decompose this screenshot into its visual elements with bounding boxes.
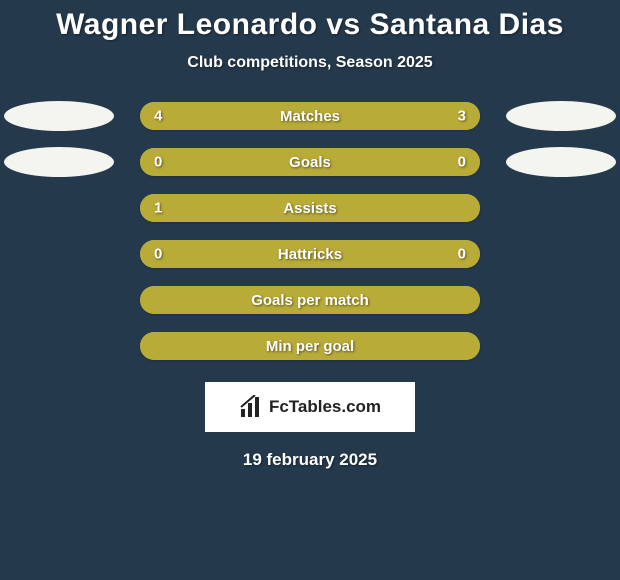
stat-bar-left-fill (140, 148, 310, 176)
player-right-ellipse (506, 101, 616, 131)
date-line: 19 february 2025 (243, 450, 377, 470)
stat-bar: 0 0 Goals (140, 148, 480, 176)
stat-value-left: 4 (154, 108, 162, 125)
stat-label: Goals (289, 154, 331, 171)
stat-row: 0 0 Goals (0, 148, 620, 176)
brand-text: FcTables.com (269, 397, 381, 417)
stat-row: 0 0 Hattricks (0, 240, 620, 268)
stat-label: Min per goal (266, 338, 354, 355)
stat-label: Goals per match (251, 292, 369, 309)
stats-area: 4 3 Matches 0 0 Goals 1 Assists 0 0 Hattricks Goals… (0, 102, 620, 360)
stat-bar-right-fill (310, 148, 480, 176)
player-right-ellipse (506, 147, 616, 177)
stat-value-left: 0 (154, 154, 162, 171)
stat-row: Min per goal (0, 332, 620, 360)
stat-bar: Min per goal (140, 332, 480, 360)
stat-row: 1 Assists (0, 194, 620, 222)
stat-label: Assists (283, 200, 336, 217)
stat-value-left: 1 (154, 200, 162, 217)
brand-box: FcTables.com (205, 382, 415, 432)
page-title: Wagner Leonardo vs Santana Dias (56, 8, 564, 42)
player-left-ellipse (4, 101, 114, 131)
stat-value-right: 3 (458, 108, 466, 125)
stat-bar: 4 3 Matches (140, 102, 480, 130)
stat-value-right: 0 (458, 246, 466, 263)
bars-icon (239, 395, 263, 419)
player-left-ellipse (4, 147, 114, 177)
stat-label: Hattricks (278, 246, 342, 263)
stat-bar: 1 Assists (140, 194, 480, 222)
stat-value-left: 0 (154, 246, 162, 263)
stat-bar: 0 0 Hattricks (140, 240, 480, 268)
stat-row: 4 3 Matches (0, 102, 620, 130)
stat-label: Matches (280, 108, 340, 125)
subtitle: Club competitions, Season 2025 (187, 54, 432, 72)
stat-bar: Goals per match (140, 286, 480, 314)
stat-row: Goals per match (0, 286, 620, 314)
stat-value-right: 0 (458, 154, 466, 171)
